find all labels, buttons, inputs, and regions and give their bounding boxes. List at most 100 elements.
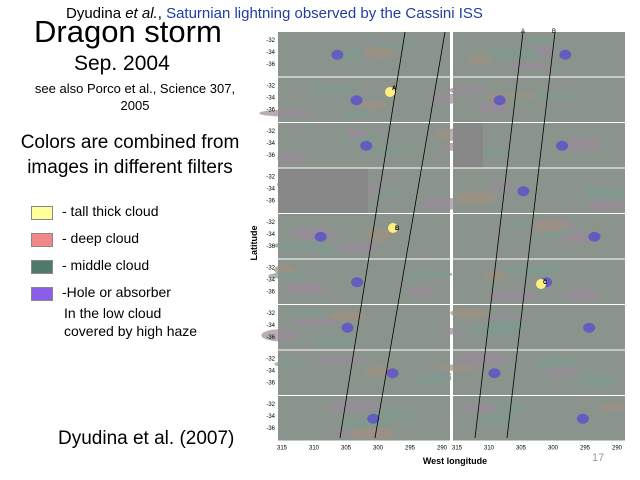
cloud xyxy=(402,270,453,278)
hole xyxy=(488,368,501,379)
citation: Dyudina et al. (2007) xyxy=(58,428,235,449)
cloud xyxy=(277,151,306,165)
lon-tick-label: 315 xyxy=(277,446,288,452)
cloud xyxy=(492,402,527,412)
title: Dragon storm xyxy=(34,14,222,49)
hole xyxy=(588,231,601,242)
etal: et al. xyxy=(125,5,158,22)
cloud xyxy=(477,413,517,424)
lon-tick-label: 305 xyxy=(341,446,352,452)
hole xyxy=(314,231,327,242)
hole xyxy=(559,49,572,60)
cloud xyxy=(350,426,394,440)
lon-tick-label: 300 xyxy=(373,446,384,452)
date: Sep. 2004 xyxy=(74,52,170,75)
hole xyxy=(351,277,364,288)
lon-tick-label: 290 xyxy=(612,446,623,452)
cloud xyxy=(310,85,359,95)
cloud xyxy=(367,228,391,242)
lat-tick-label: -36 xyxy=(266,62,275,68)
cloud xyxy=(560,137,601,152)
cloud xyxy=(483,318,528,333)
hole xyxy=(576,413,589,424)
track-label: C xyxy=(543,280,548,286)
cloud xyxy=(587,188,625,201)
cloud xyxy=(377,188,399,198)
lat-tick-label: -34 xyxy=(266,141,275,147)
legend-swatch xyxy=(31,233,53,247)
cloud xyxy=(335,242,378,253)
cloud xyxy=(484,270,507,280)
cloud xyxy=(313,334,360,346)
lat-tick-label: -32 xyxy=(266,38,275,44)
lat-tick-label: -36 xyxy=(266,335,275,341)
panel xyxy=(278,259,450,304)
lon-tick-label: 305 xyxy=(516,446,527,452)
track-line xyxy=(506,31,556,439)
hole xyxy=(367,413,380,424)
cloud xyxy=(533,219,568,232)
cloud xyxy=(357,101,388,110)
lat-tick-label: -32 xyxy=(266,357,275,363)
lat-tick-label: -34 xyxy=(266,323,275,329)
lat-tick-label: -32 xyxy=(266,220,275,226)
cloud xyxy=(588,197,623,212)
lat-tick-label: -34 xyxy=(266,369,275,375)
lon-tick-label: 295 xyxy=(405,446,416,452)
legend-swatch xyxy=(31,287,53,301)
lat-tick-label: -34 xyxy=(266,232,275,238)
legend-swatch xyxy=(31,206,53,220)
lat-tick-label: -32 xyxy=(266,175,275,181)
hole xyxy=(493,95,506,106)
storm xyxy=(536,279,546,289)
cloud xyxy=(456,351,507,366)
cloud xyxy=(285,309,328,317)
see-also: see also Porco et al., Science 307, 2005 xyxy=(34,81,236,113)
hole xyxy=(350,95,363,106)
hole xyxy=(331,49,344,60)
cloud xyxy=(533,356,578,369)
lat-tick-label: -32 xyxy=(266,129,275,135)
colors-note: Colors are combined from images in diffe… xyxy=(20,132,240,178)
lon-tick-label: 310 xyxy=(309,446,320,452)
track-label: A xyxy=(392,86,397,92)
gray-mask xyxy=(278,168,368,213)
cloud xyxy=(455,190,497,205)
lat-tick-label: -36 xyxy=(266,290,275,296)
lon-tick-label: 300 xyxy=(548,446,559,452)
cloud xyxy=(484,183,517,191)
cloud xyxy=(261,329,298,342)
header: Dyudina et al., Saturnian lightning obse… xyxy=(66,5,483,22)
cloud xyxy=(413,371,452,385)
track-line xyxy=(339,31,406,439)
cloud xyxy=(450,308,488,318)
cloud xyxy=(274,360,306,368)
cloud xyxy=(488,48,545,60)
cloud xyxy=(328,311,366,321)
track-label: B xyxy=(395,226,400,232)
cloud xyxy=(441,327,466,335)
lat-tick-label: -32 xyxy=(266,266,275,272)
figure: -32 -34 -36 -32 -34 -36 -32 -34 -36 -32 -34 -36 -32 -… xyxy=(249,29,625,466)
cloud xyxy=(293,318,342,326)
legend-label: - tall thick cloud xyxy=(62,203,159,219)
lat-tick-label: -32 xyxy=(266,84,275,90)
sep: , xyxy=(157,5,167,22)
legend-label: - middle cloud xyxy=(62,257,150,273)
storm xyxy=(388,223,398,233)
cloud xyxy=(373,39,414,50)
cloud xyxy=(474,148,512,157)
track-label-top: A xyxy=(521,29,525,35)
author: Dyudina xyxy=(66,5,126,22)
storm xyxy=(385,87,395,97)
x-axis-label: West longitude xyxy=(423,456,487,466)
lat-tick-label: -36 xyxy=(266,108,275,114)
cloud xyxy=(524,37,559,45)
hole xyxy=(517,186,530,197)
topic: Saturnian lightning observed by the Cass… xyxy=(166,5,483,22)
cloud xyxy=(408,287,434,298)
cloud xyxy=(282,282,328,294)
legend-label: - deep cloud xyxy=(62,230,140,246)
hole xyxy=(583,322,596,333)
